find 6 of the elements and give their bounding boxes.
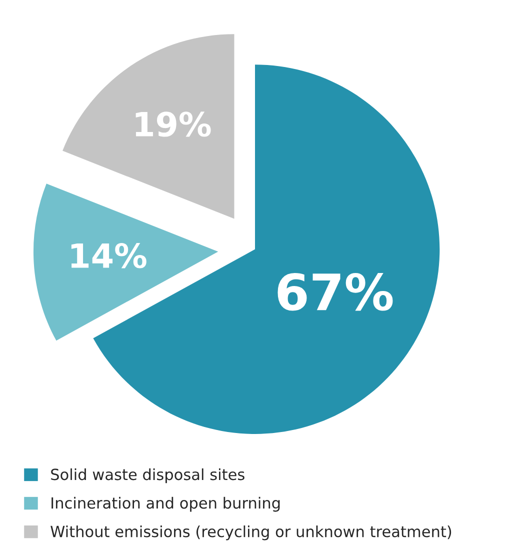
data-label: 67% (278, 272, 393, 311)
legend-label: Without emissions (recycling or unknown treatment) (50, 525, 452, 540)
data-label: 14% (71, 243, 146, 268)
data-label: 19% (136, 112, 211, 137)
legend-label: Incineration and open burning (52, 496, 280, 512)
legend-label: Solid waste disposal sites (51, 468, 244, 484)
